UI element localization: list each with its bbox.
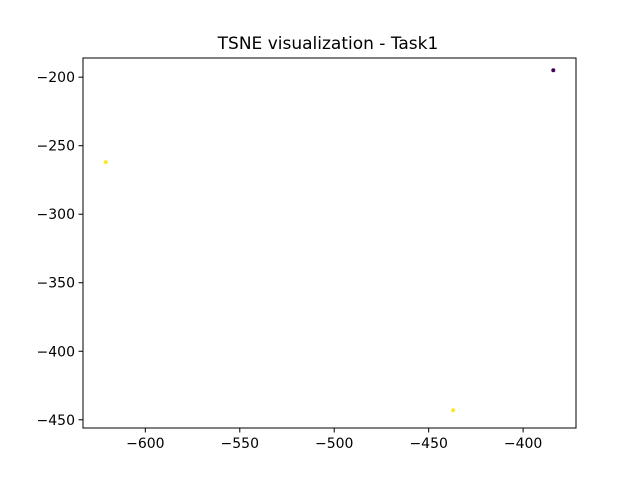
x-tick-label-4: −400 (504, 436, 542, 452)
axes-frame (82, 57, 577, 429)
y-tick-label-4: −400 (37, 344, 75, 360)
data-point-1 (103, 160, 108, 165)
x-tick-label-2: −500 (315, 436, 353, 452)
x-tick-label-0: −600 (126, 436, 164, 452)
x-tick-label-3: −450 (409, 436, 447, 452)
y-tick-label-1: −250 (37, 139, 75, 155)
x-tick-label-1: −550 (221, 436, 259, 452)
chart-title: TSNE visualization - Task1 (217, 34, 439, 54)
plot-area: −600 −550 −500 −450 −400 −200 −250 −300 −350 −400… (37, 57, 577, 452)
data-point-0 (551, 68, 556, 73)
y-tick-label-3: −350 (37, 276, 75, 292)
y-tick-label-2: −300 (37, 207, 75, 223)
y-tick-label-0: −200 (37, 70, 75, 86)
y-tick-label-5: −450 (37, 413, 75, 429)
data-point-2 (451, 408, 456, 413)
